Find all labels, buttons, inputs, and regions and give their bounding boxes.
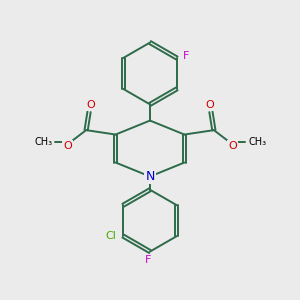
- Text: CH₃: CH₃: [248, 137, 266, 147]
- Text: O: O: [86, 100, 95, 110]
- Text: N: N: [145, 170, 155, 183]
- Text: O: O: [228, 141, 237, 151]
- Text: O: O: [205, 100, 214, 110]
- Text: F: F: [145, 255, 152, 266]
- Text: O: O: [63, 141, 72, 151]
- Text: F: F: [183, 51, 189, 61]
- Text: CH₃: CH₃: [34, 137, 52, 147]
- Text: Cl: Cl: [105, 231, 116, 241]
